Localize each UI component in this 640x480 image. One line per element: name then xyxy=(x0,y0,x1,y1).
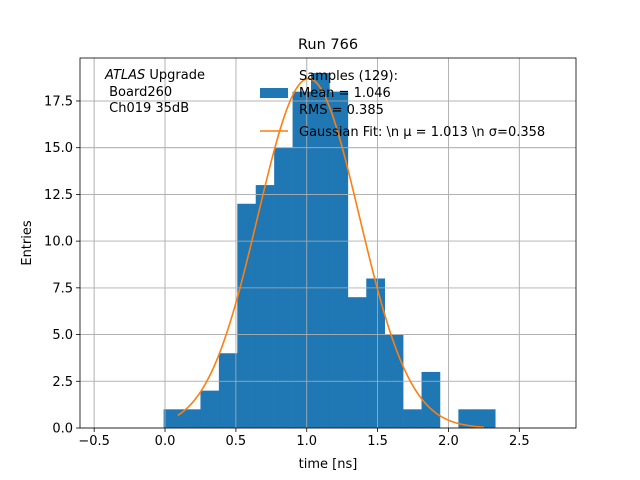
x-tick-label: 2.5 xyxy=(509,434,530,449)
upgrade-label: Upgrade xyxy=(145,68,205,83)
plot-frame xyxy=(79,57,577,429)
x-tick-label: 0.5 xyxy=(226,434,247,449)
y-tick-label: 12.5 xyxy=(44,188,73,203)
y-tick-label: 2.5 xyxy=(52,375,73,390)
legend-patch-samples xyxy=(260,88,288,98)
legend-fit-label: Gaussian Fit: \n μ = 1.013 \n σ=0.358 xyxy=(299,125,545,140)
annotation-line-1: ATLAS Upgrade xyxy=(104,68,205,83)
histogram-bar xyxy=(403,409,422,428)
axis-ticks: −0.5 0.0 0.5 1.0 1.5 2.0 2.5 0.0 2.5 5.0 7.5 10.0 12… xyxy=(44,94,530,449)
histogram-bar xyxy=(310,72,330,428)
chart-title: Run 766 xyxy=(298,37,358,53)
x-axis-label: time [ns] xyxy=(299,457,358,472)
histogram-bar xyxy=(458,409,478,428)
y-tick-label: 17.5 xyxy=(44,94,73,109)
histogram-bar xyxy=(347,297,367,428)
legend: Samples (129): Mean = 1.046 RMS = 0.385 … xyxy=(260,69,545,140)
histogram-bar xyxy=(366,278,385,428)
histogram-bar xyxy=(329,91,349,429)
annotation-line-3: Ch019 35dB xyxy=(105,101,189,116)
histogram-bar xyxy=(421,371,441,428)
x-tick-label: −0.5 xyxy=(78,434,110,449)
histogram-bar xyxy=(237,203,257,428)
y-tick-label: 15.0 xyxy=(44,141,73,156)
y-tick-label: 7.5 xyxy=(52,281,73,296)
legend-samples-line-2: Mean = 1.046 xyxy=(299,86,391,101)
y-tick-label: 5.0 xyxy=(52,328,73,343)
y-tick-label: 10.0 xyxy=(44,235,73,250)
histogram-bar xyxy=(476,409,496,428)
histogram-bar xyxy=(218,353,238,428)
y-tick-label: 0.0 xyxy=(52,422,73,437)
legend-samples-line-3: RMS = 0.385 xyxy=(299,103,384,118)
histogram-bar xyxy=(163,409,183,428)
histogram-bar xyxy=(182,409,201,428)
y-axis-label: Entries xyxy=(20,220,35,266)
gaussian-fit-curve xyxy=(177,77,484,428)
legend-samples-line-1: Samples (129): xyxy=(299,69,398,84)
histogram-bar xyxy=(292,91,312,429)
x-tick-label: 0.0 xyxy=(155,434,176,449)
histogram-bar xyxy=(200,390,220,428)
annotation-line-2: Board260 xyxy=(105,85,172,100)
atlas-label: ATLAS xyxy=(104,68,145,83)
x-tick-label: 1.5 xyxy=(367,434,388,449)
x-tick-label: 2.0 xyxy=(438,434,459,449)
gaussian-fit-layer xyxy=(177,77,484,428)
x-tick-label: 1.0 xyxy=(296,434,317,449)
histogram-bar xyxy=(255,185,275,428)
